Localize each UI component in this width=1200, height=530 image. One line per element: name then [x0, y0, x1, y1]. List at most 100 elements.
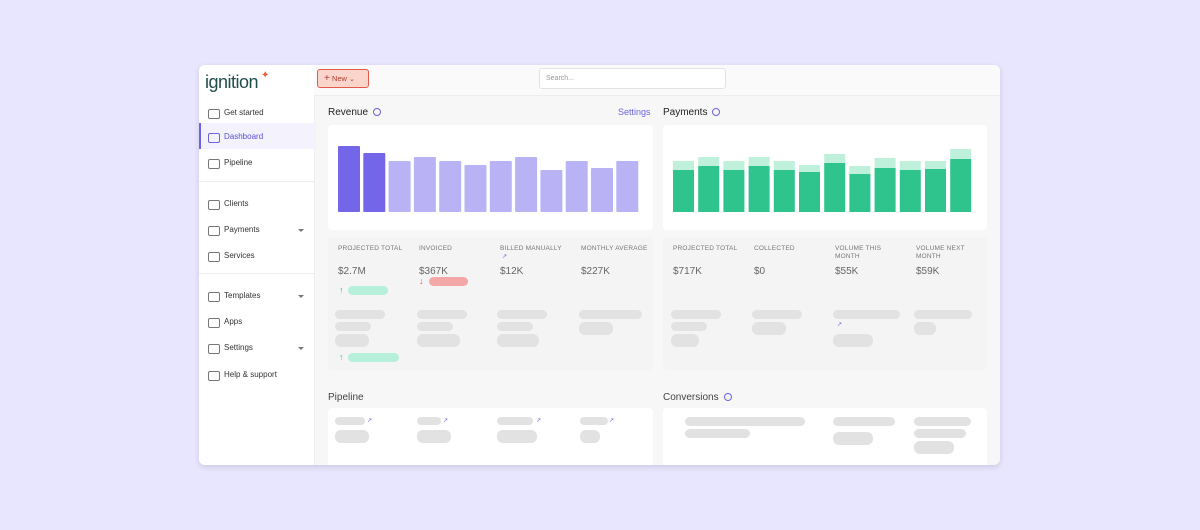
new-button[interactable]: + New ⌄ [317, 69, 369, 88]
separator [199, 273, 314, 274]
bar-segment [899, 170, 921, 212]
bar [515, 157, 538, 212]
nav-icon [208, 252, 220, 262]
bar-segment [925, 169, 946, 212]
skeleton [335, 430, 369, 443]
nav-icon [208, 292, 220, 302]
nav-item[interactable]: Settings [224, 343, 253, 352]
skeleton [914, 417, 971, 426]
bar-segment [673, 161, 694, 170]
skeleton [833, 310, 900, 319]
conversions-title: Conversions [663, 392, 732, 403]
new-label: New [331, 74, 347, 83]
stat-label: VOLUME THIS MONTH [835, 245, 882, 260]
stat-label: MONTHLY AVERAGE [581, 245, 648, 252]
bar-segment [723, 161, 745, 170]
payments-chart-card [663, 125, 987, 230]
bar-segment [950, 149, 972, 159]
skeleton [497, 310, 547, 319]
nav-item[interactable]: Templates [224, 291, 261, 300]
bar-segment [799, 172, 820, 212]
stat-label: COLLECTED [754, 245, 795, 252]
bar-segment [824, 154, 846, 163]
nav-item[interactable]: Pipeline [224, 158, 253, 167]
skeleton [335, 417, 365, 425]
separator [199, 181, 314, 182]
skeleton [497, 334, 539, 347]
logo: ignition [205, 72, 259, 92]
skeleton [335, 334, 369, 347]
stat-value: $55K [835, 266, 859, 277]
nav-item[interactable]: Get started [224, 108, 264, 117]
caret [298, 229, 304, 232]
bar-segment [874, 158, 896, 168]
nav-icon [208, 344, 220, 354]
bar-segment [799, 165, 820, 172]
logo-spark: ✦ [261, 70, 270, 81]
skeleton [579, 310, 642, 319]
link-arrow: ↗ [609, 418, 615, 424]
settings-link[interactable]: Settings [618, 107, 651, 117]
stat-value: $367K [419, 266, 448, 277]
sidebar: ignition ✦ Get started Dashboard Pipeline C… [199, 65, 316, 465]
skeleton [671, 322, 707, 331]
bar [540, 170, 563, 212]
topbar: + New ⌄ Search... [314, 65, 1000, 96]
nav-icon [208, 318, 220, 328]
skeleton [685, 429, 750, 438]
nav-icon [208, 371, 220, 381]
payments-stats [663, 237, 987, 370]
bar [413, 157, 436, 212]
link-arrow: ↗ [502, 254, 508, 260]
bar [591, 168, 613, 212]
pipeline-title: Pipeline [328, 392, 364, 403]
nav-icon [208, 109, 220, 119]
bar-segment [748, 166, 770, 212]
caret [298, 347, 304, 350]
skeleton [914, 429, 966, 438]
app-window: ignition ✦ Get started Dashboard Pipeline C… [199, 65, 1000, 465]
bar-segment [698, 166, 720, 212]
bar-segment [748, 157, 770, 166]
stat-value: $2.7M [338, 266, 366, 277]
bar-segment [773, 170, 795, 212]
stat-value: $227K [581, 266, 610, 277]
skeleton [914, 310, 972, 319]
skeleton [671, 334, 699, 347]
bar [439, 161, 462, 212]
skeleton [417, 310, 467, 319]
bar-segment [925, 161, 946, 169]
nav-item[interactable]: Apps [224, 317, 243, 326]
skeleton [833, 334, 873, 347]
skeleton [417, 322, 453, 331]
stat-value: $12K [500, 266, 524, 277]
nav-item[interactable]: Help & support [224, 370, 277, 379]
bar [388, 161, 411, 212]
nav-item[interactable]: Services [224, 251, 255, 260]
trend-arrow: ↓ [419, 276, 424, 286]
skeleton [752, 322, 786, 335]
stat-label: PROJECTED TOTAL [338, 245, 403, 252]
title-text: Conversions [663, 392, 719, 403]
skeleton [833, 432, 873, 445]
skeleton [497, 417, 533, 425]
stat-label: VOLUME NEXT MONTH [916, 245, 965, 260]
bar [489, 161, 512, 212]
nav-icon [208, 200, 220, 210]
nav-item[interactable]: Clients [224, 199, 249, 208]
bar-segment [849, 166, 871, 174]
nav-item[interactable]: Payments [224, 225, 260, 234]
bar [616, 161, 639, 212]
search-box[interactable]: Search... [539, 68, 726, 89]
caret [298, 295, 304, 298]
nav-item[interactable]: Dashboard [224, 132, 264, 141]
skeleton [417, 334, 460, 347]
skeleton [914, 322, 936, 335]
skeleton [429, 277, 468, 286]
stat-label: INVOICED [419, 245, 453, 252]
nav-icon [208, 133, 220, 143]
skeleton [417, 417, 441, 425]
bar-segment [773, 161, 795, 170]
link-arrow: ↗ [536, 418, 542, 424]
